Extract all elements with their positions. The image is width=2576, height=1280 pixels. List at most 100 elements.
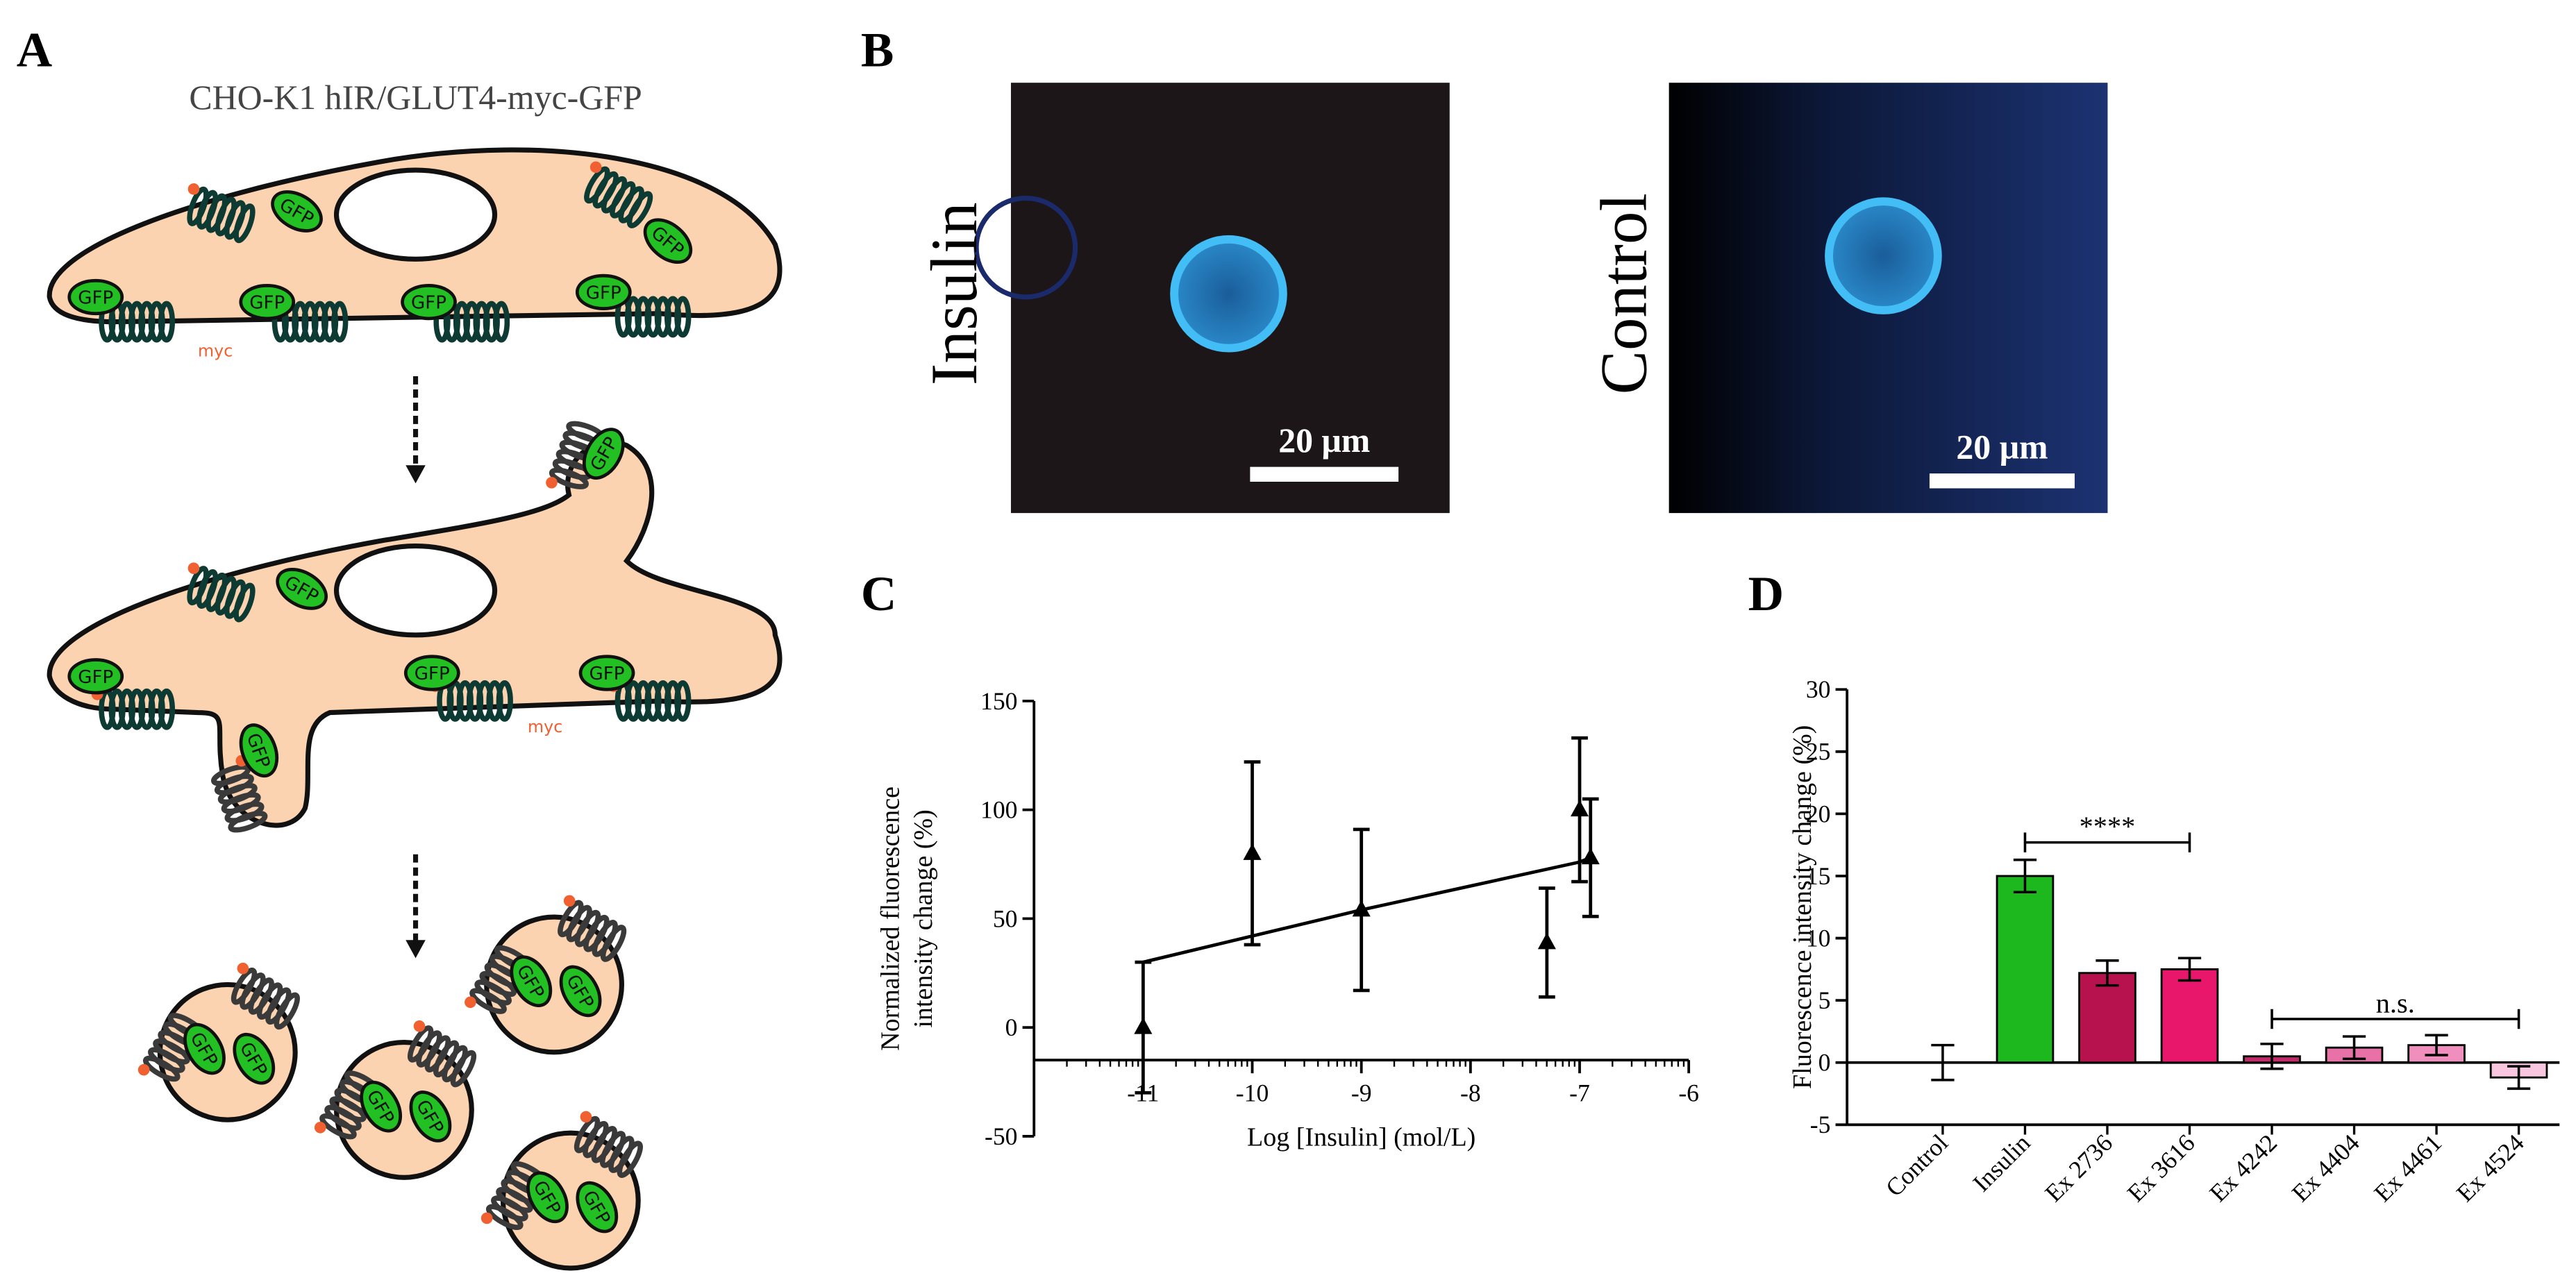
x-tick-label: Ex 2736 — [2039, 1129, 2118, 1207]
gfp-oval — [643, 218, 693, 264]
x-tick-label: -8 — [1460, 1079, 1481, 1107]
y-tick-label: -50 — [985, 1122, 1017, 1150]
x-tick-label: -9 — [1351, 1079, 1372, 1107]
gfp-oval — [360, 1080, 403, 1133]
coil-loop — [674, 296, 692, 338]
data-point — [1581, 848, 1600, 865]
gfp-label: GFP — [78, 287, 113, 308]
gfp-label: GFP — [589, 664, 625, 684]
nucleus — [333, 544, 498, 638]
gfp-oval — [67, 658, 124, 695]
receptor-coil — [187, 183, 256, 244]
y-tick-label: 150 — [980, 687, 1017, 715]
y-axis-label: Fluorescence intensity change (%) — [1788, 725, 1817, 1089]
scale-bar-label: 20 μm — [1956, 428, 2048, 466]
significance-label: n.s. — [2376, 988, 2415, 1019]
gfp: GFP — [575, 273, 632, 310]
x-tick-label: Insulin — [1967, 1129, 2035, 1197]
significance-bracket — [2023, 832, 2191, 852]
y-tick-label: 5 — [1818, 986, 1831, 1014]
x-tick-label: Ex 4242 — [2204, 1129, 2282, 1207]
fit-line — [1142, 856, 1591, 964]
diagram-title: CHO-K1 hIR/GLUT4-myc-GFP — [189, 78, 642, 117]
gfp: GFP — [239, 283, 296, 321]
y-tick-label: 50 — [993, 904, 1018, 932]
gfp: GFP — [233, 1032, 276, 1085]
cell — [1170, 235, 1287, 353]
panel-label: B — [861, 23, 894, 77]
data-point — [1570, 800, 1589, 817]
gfp-oval — [403, 655, 460, 691]
gfp-oval — [510, 955, 553, 1008]
gfp: GFP — [67, 658, 124, 695]
myc-tag — [465, 996, 476, 1009]
gfp-oval — [271, 190, 323, 233]
myc-tag — [237, 962, 249, 975]
error-bar — [2342, 1035, 2366, 1061]
gfp: GFP — [183, 1022, 226, 1075]
gfp: GFP — [510, 955, 553, 1008]
myc-tag — [187, 183, 200, 195]
panel-label: C — [861, 567, 896, 621]
gfp-oval — [526, 1171, 569, 1224]
significance-bracket — [2270, 1009, 2520, 1029]
coil-loop — [617, 1140, 643, 1178]
x-tick-label: Control — [1880, 1129, 1953, 1202]
bar — [1996, 875, 2055, 1064]
x-tick-label: Ex 4404 — [2286, 1129, 2365, 1207]
myc-label: myc — [198, 341, 233, 360]
gfp-oval — [276, 567, 328, 610]
gfp-oval — [239, 283, 296, 321]
myc-tag — [187, 562, 200, 574]
y-axis-label: Normalized fluorescence — [876, 786, 905, 1051]
coil-loop — [496, 680, 513, 722]
neighbor-cell — [973, 195, 1078, 300]
coil-loop — [600, 925, 627, 962]
gfp-oval — [233, 1032, 276, 1085]
scale-bar — [1929, 473, 2075, 489]
coil-loop — [626, 191, 653, 228]
y-tick-label: 0 — [1005, 1013, 1018, 1041]
gfp: GFP — [403, 655, 460, 691]
panel-label: A — [17, 23, 52, 77]
coil-loop — [274, 992, 300, 1030]
error-bar — [2507, 1065, 2531, 1090]
gfp-oval — [183, 1022, 226, 1075]
significance-label: **** — [2080, 811, 2136, 842]
y-tick-label: 0 — [1818, 1049, 1831, 1077]
nucleus — [333, 167, 498, 262]
myc-tag — [137, 1063, 150, 1076]
error-bar — [2425, 1034, 2448, 1056]
y-tick-label: 15 — [1806, 862, 1831, 890]
gfp: GFP — [271, 190, 323, 233]
receptor-coil — [187, 562, 256, 623]
y-tick-label: 20 — [1806, 800, 1831, 827]
error-bar — [2260, 1043, 2284, 1070]
scale-bar — [1250, 466, 1399, 482]
scale-bar-label: 20 μm — [1278, 421, 1370, 460]
data-point — [1537, 932, 1556, 950]
x-tick-label: Ex 3616 — [2122, 1129, 2200, 1207]
coil-loop — [450, 1050, 477, 1088]
y-tick-label: -5 — [1810, 1111, 1831, 1138]
receptor-coil — [211, 755, 268, 833]
receptor-coil — [574, 1111, 643, 1178]
gfp: GFP — [578, 655, 635, 691]
y-axis-label: intensity change (%) — [909, 809, 938, 1027]
cell — [1825, 197, 1942, 314]
image-label: Control — [1587, 193, 1660, 394]
myc-label: myc — [528, 717, 562, 736]
gfp-oval — [67, 278, 124, 316]
myc-tag — [580, 1111, 592, 1123]
gfp-oval — [559, 965, 602, 1018]
data-point — [1352, 900, 1371, 917]
receptor-coil — [407, 1020, 477, 1088]
gfp: GFP — [643, 218, 693, 264]
gfp-oval — [575, 273, 632, 310]
arrow-head — [405, 940, 426, 959]
gfp-label: GFP — [415, 664, 450, 684]
data-point — [1243, 843, 1262, 860]
y-tick-label: 10 — [1806, 924, 1831, 952]
gfp: GFP — [401, 283, 457, 321]
